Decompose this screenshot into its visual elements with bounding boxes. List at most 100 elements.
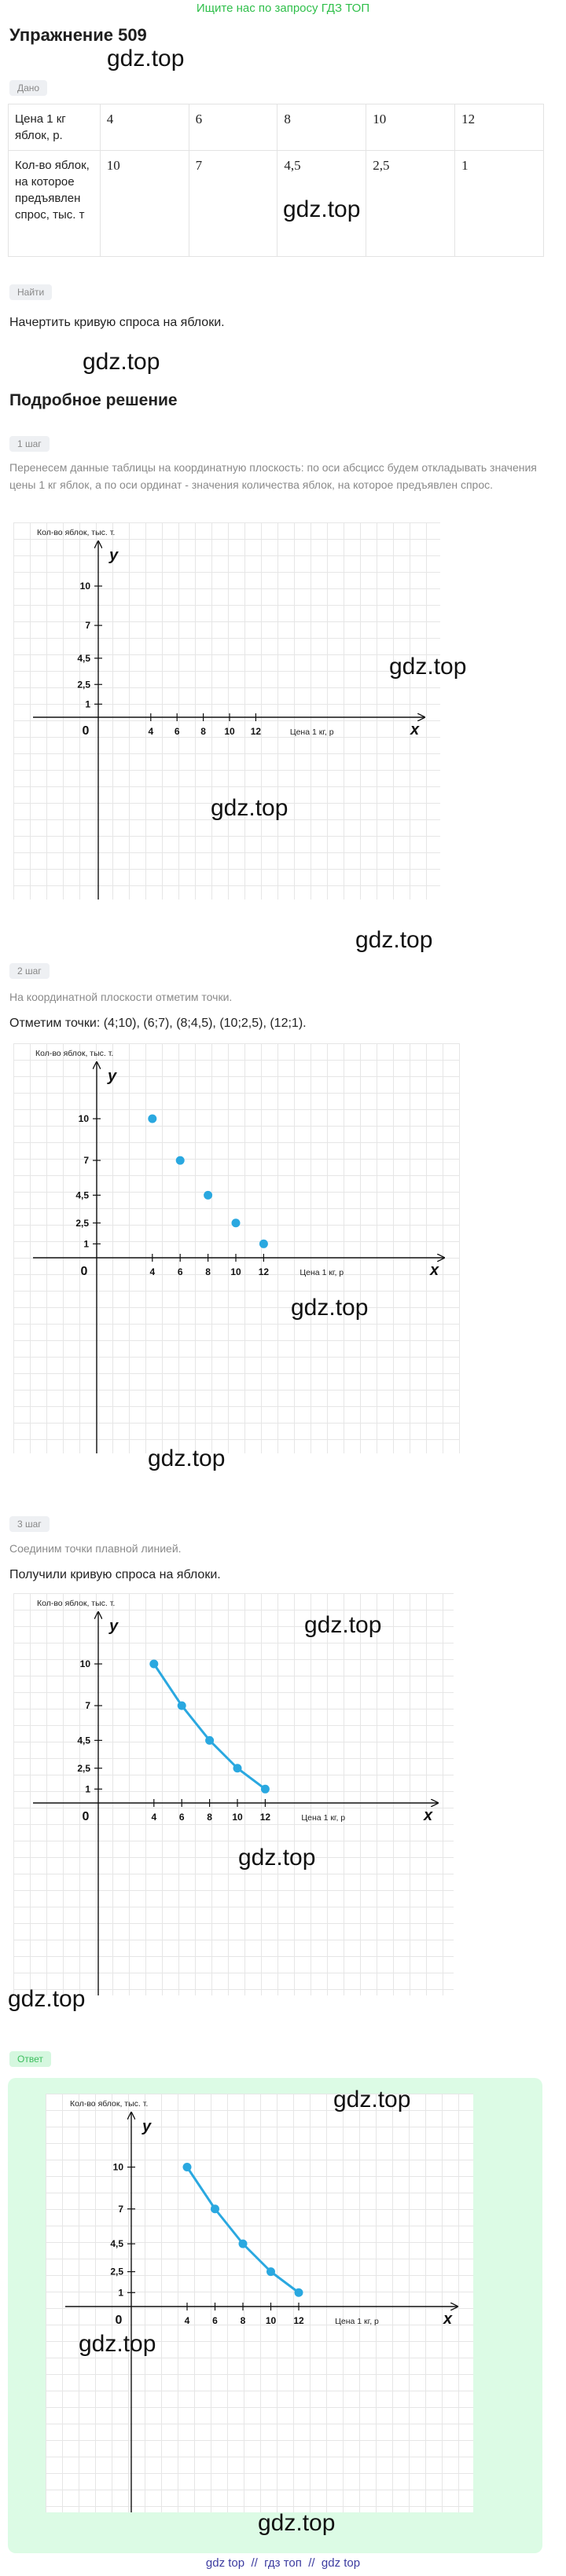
watermark: gdz.top [238, 1845, 316, 1871]
x-tick-label: 8 [207, 1812, 212, 1823]
footer-links[interactable]: gdz top // гдз топ // gdz top [205, 2556, 361, 2570]
point [211, 2204, 219, 2214]
y-axis-label: Кол-во яблок, тыс. т. [37, 1599, 115, 1608]
point [238, 2239, 248, 2248]
chart: Кол-во яблок, тыс. т. y x Цена 1 кг, р 0 4 6 8 1… [13, 1043, 460, 1453]
y-tick-label: 10 [79, 1113, 90, 1124]
table-cell: 12 [454, 104, 544, 151]
x-axis-letter: x [443, 2310, 453, 2328]
title: Упражнение 509 [9, 25, 147, 45]
y-axis-label: Кол-во яблок, тыс. т. [37, 528, 115, 537]
watermark: gdz.top [333, 2087, 411, 2112]
y-axis-letter: y [108, 547, 119, 564]
step-text: Соединим точки плавной линией. [9, 1542, 182, 1555]
x-axis-label: Цена 1 кг, р [301, 1813, 345, 1823]
y-axis-label: Кол-во яблок, тыс. т. [35, 1049, 113, 1058]
table-cell: 8 [277, 104, 367, 151]
y-tick-label: 1 [83, 1238, 89, 1249]
chart: Кол-во яблок, тыс. т. y x Цена 1 кг, р 0 4 6 8 1… [13, 1593, 454, 1995]
y-tick-label: 10 [80, 581, 91, 592]
chart: Кол-во яблок, тыс. т. y x Цена 1 кг, р 0 4 6 8 1… [46, 2094, 473, 2512]
origin-label: 0 [83, 724, 90, 738]
point [175, 1156, 185, 1165]
y-tick-label: 2,5 [75, 1218, 89, 1229]
point [233, 1764, 242, 1773]
x-tick-label: 4 [148, 726, 153, 737]
table-cell: 7 [188, 150, 278, 257]
point [177, 1701, 186, 1710]
y-tick-label: 7 [83, 1155, 89, 1166]
origin-label: 0 [83, 1810, 90, 1823]
watermark: gdz.top [389, 654, 467, 680]
tag: 3 шаг [9, 1516, 50, 1532]
x-tick-label: 4 [149, 1266, 155, 1277]
x-tick-label: 12 [260, 1812, 271, 1823]
task-text: Начертить кривую спроса на яблоки. [9, 316, 225, 329]
x-axis-letter: x [429, 1262, 439, 1279]
step-text: На координатной плоскости отметим точки. [9, 991, 233, 1003]
y-tick-label: 2,5 [110, 2266, 123, 2277]
watermark: gdz.top [355, 927, 433, 953]
origin-label: 0 [81, 1265, 88, 1278]
watermark: gdz.top [148, 1446, 226, 1471]
y-axis-letter: y [108, 1618, 119, 1635]
point [260, 1784, 270, 1794]
watermark: gdz.top [283, 196, 361, 222]
tag: 1 шаг [9, 436, 50, 452]
y-tick-label: 2,5 [77, 679, 90, 690]
x-tick-label: 8 [205, 1266, 211, 1277]
x-tick-label: 6 [179, 1812, 185, 1823]
watermark: gdz.top [304, 1612, 382, 1638]
point [205, 1735, 215, 1745]
table-cell: Цена 1 кг яблок, р. [8, 104, 101, 151]
x-tick-label: 6 [178, 1266, 183, 1277]
y-tick-label: 4,5 [77, 1735, 90, 1746]
y-tick-label: 4,5 [77, 653, 90, 664]
x-tick-label: 10 [266, 2315, 277, 2326]
tag: Ответ [9, 2051, 51, 2067]
x-tick-label: 6 [212, 2315, 218, 2326]
point [294, 2288, 303, 2297]
banner[interactable]: Ищите нас по запросу ГДЗ ТОП [196, 2, 370, 15]
y-axis-letter: y [107, 1068, 117, 1085]
given-table: Цена 1 кг яблок, р. 4 6 8 10 12 Кол-во я… [8, 104, 544, 257]
y-tick-label: 7 [85, 620, 90, 631]
x-tick-label: 8 [241, 2315, 246, 2326]
table-row: Кол-во яблок, на которое предъявлен спро… [8, 150, 544, 257]
watermark: gdz.top [79, 2331, 156, 2357]
x-tick-label: 4 [151, 1812, 156, 1823]
point [231, 1218, 241, 1228]
x-tick-label: 10 [224, 726, 235, 737]
point [259, 1239, 268, 1248]
point [266, 2267, 275, 2277]
x-axis-label: Цена 1 кг, р [300, 1268, 344, 1277]
point [148, 1114, 157, 1123]
table-cell: 6 [188, 104, 278, 151]
curve [186, 2166, 300, 2294]
y-tick-label: 7 [85, 1700, 90, 1711]
x-axis-label: Цена 1 кг, р [290, 727, 334, 737]
y-tick-label: 1 [85, 698, 90, 709]
step-text: Получили кривую спроса на яблоки. [9, 1568, 221, 1581]
table-cell: Кол-во яблок, на которое предъявлен спро… [8, 150, 101, 257]
x-tick-label: 10 [232, 1812, 243, 1823]
y-tick-label: 10 [80, 1658, 91, 1669]
y-tick-label: 1 [85, 1783, 90, 1794]
watermark: gdz.top [291, 1295, 369, 1321]
x-tick-label: 4 [185, 2315, 190, 2326]
point [149, 1659, 159, 1669]
tag: Найти [9, 284, 53, 300]
x-tick-label: 12 [259, 1266, 270, 1277]
x-axis-letter: x [410, 721, 420, 738]
point [182, 2163, 192, 2171]
watermark: gdz.top [107, 46, 185, 71]
x-axis-label: Цена 1 кг, р [335, 2317, 379, 2326]
x-tick-label: 10 [230, 1266, 241, 1277]
y-tick-label: 7 [118, 2204, 123, 2215]
y-tick-label: 1 [118, 2287, 123, 2298]
y-axis-label: Кол-во яблок, тыс. т. [70, 2099, 148, 2109]
y-axis-letter: y [142, 2118, 152, 2135]
curve [153, 1663, 266, 1790]
chart: Кол-во яблок, тыс. т. y x Цена 1 кг, р 0 4 6 8 1… [13, 522, 440, 900]
